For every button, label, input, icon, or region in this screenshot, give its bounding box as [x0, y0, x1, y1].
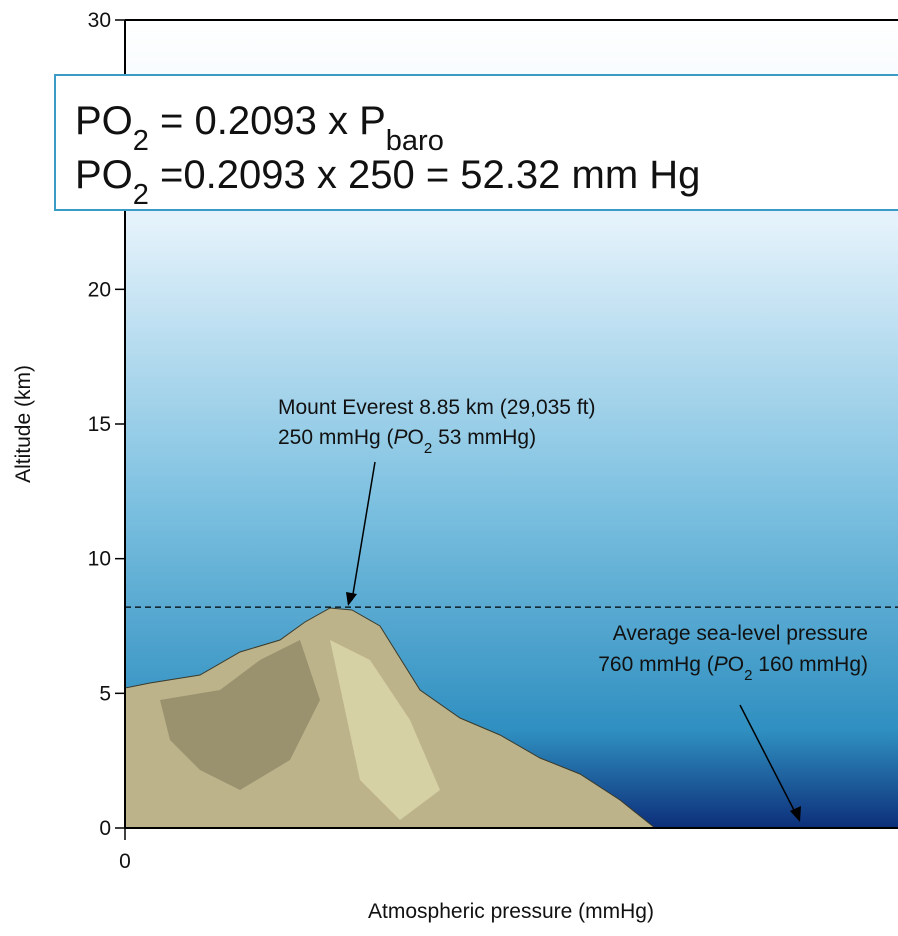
text-run: = 0.2093 x P	[149, 99, 386, 143]
text-run: PO	[75, 153, 133, 197]
text-run: P	[394, 426, 408, 449]
text-run: O	[728, 653, 744, 676]
text-run: =0.2093 x 250 = 52.32 mm Hg	[149, 153, 700, 197]
y-tick-label: 20	[88, 278, 111, 301]
text-run: Average sea-level pressure	[613, 622, 868, 645]
text-run: 250 mmHg (	[278, 426, 394, 449]
arrow-head	[346, 592, 357, 606]
arrow	[351, 461, 376, 601]
arrow	[739, 704, 797, 815]
rich-text: 250 mmHg (PO2 53 mmHg)	[278, 426, 536, 457]
text-run: 2	[133, 179, 149, 211]
text-run: 160 mmHg)	[752, 653, 868, 676]
text-run: O	[408, 426, 424, 449]
text-run: 2	[744, 667, 752, 684]
text-run: 2	[133, 125, 149, 157]
text-run: 760 mmHg (	[598, 653, 714, 676]
y-tick-label: 0	[99, 817, 111, 840]
y-axis-label: Altitude (km)	[12, 365, 35, 483]
y-tick-label: 30	[88, 9, 111, 32]
text-run: 53 mmHg)	[432, 426, 536, 449]
y-tick-label: 5	[99, 682, 111, 705]
rich-text: PO2 = 0.2093 x Pbaro	[75, 99, 444, 157]
rich-text: Mount Everest 8.85 km (29,035 ft)	[278, 396, 595, 419]
rich-text: PO2 =0.2093 x 250 = 52.32 mm Hg	[75, 153, 700, 211]
arrow-head	[790, 806, 801, 822]
mountain-shade	[160, 640, 320, 790]
formula-box	[54, 74, 898, 211]
text-run: PO	[75, 99, 133, 143]
y-tick-label: 10	[88, 548, 111, 571]
rich-text: 760 mmHg (PO2 160 mmHg)	[598, 653, 868, 684]
mountain-shade	[330, 640, 440, 820]
text-run: Mount Everest 8.85 km (29,035 ft)	[278, 396, 595, 419]
rich-text: Average sea-level pressure	[613, 622, 868, 645]
x-tick-label: 0	[119, 850, 131, 873]
text-run: 2	[424, 440, 432, 457]
y-tick-label: 15	[88, 413, 111, 436]
x-axis-label: Atmospheric pressure (mmHg)	[368, 900, 654, 923]
text-run: P	[714, 653, 728, 676]
text-run: baro	[386, 125, 444, 157]
